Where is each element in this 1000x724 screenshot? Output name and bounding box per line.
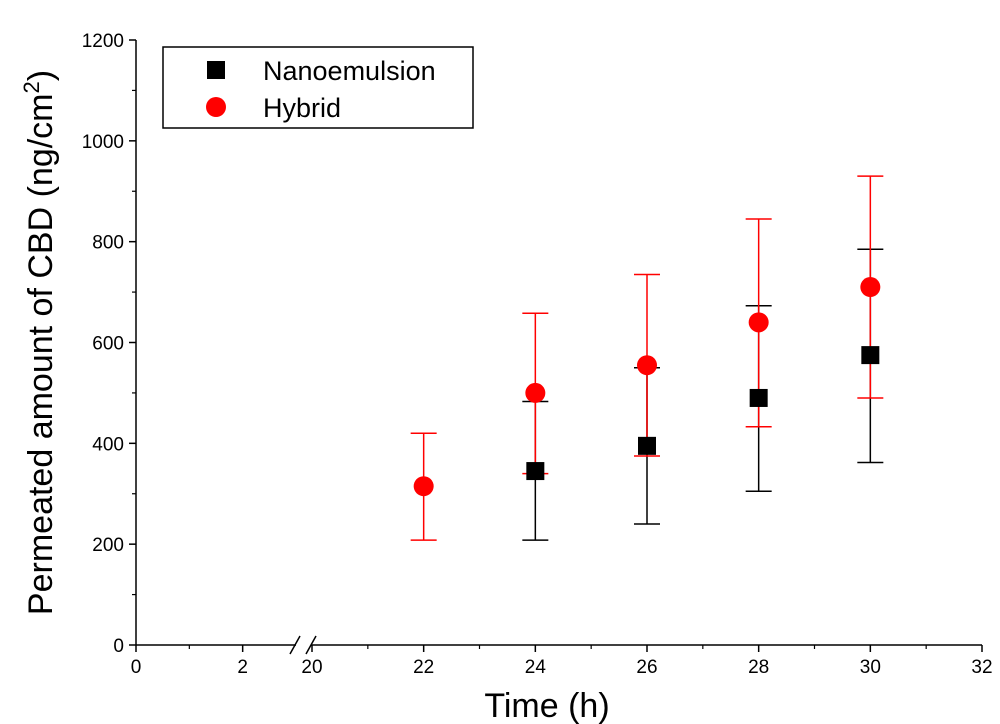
y-tick-label: 1000 <box>82 132 124 153</box>
ticks: 0 200 400 600 800 1000 1200 0 2 20 22 24 26 28 30 32 <box>82 31 993 678</box>
data-point-circle <box>748 312 769 333</box>
x-tick-label: 30 <box>860 657 881 678</box>
data-point-square <box>526 462 545 481</box>
data-point-square <box>638 436 656 455</box>
x-tick-label: 22 <box>413 657 434 678</box>
y-tick-label: 0 <box>113 636 124 657</box>
x-tick-label: 24 <box>525 657 547 678</box>
x-tick-label: 2 <box>237 657 248 678</box>
data-point-circle <box>525 382 546 403</box>
y-tick-label: 600 <box>92 334 124 355</box>
axis-break-mark <box>305 635 317 655</box>
data-point-square <box>861 346 880 365</box>
data-point-circle <box>637 355 657 376</box>
x-tick-label: 32 <box>971 657 992 678</box>
axis-break-mark <box>289 635 301 655</box>
y-tick-label: 400 <box>92 434 124 455</box>
legend-label: Nanoemulsion <box>263 56 436 86</box>
x-tick-label: 0 <box>131 657 142 678</box>
y-axis-title-end: ) <box>22 70 60 81</box>
y-axis-title-main: Permeated amount of CBD (ng/cm <box>22 94 60 616</box>
legend-marker-square <box>207 61 225 79</box>
y-tick-label: 1200 <box>82 31 124 52</box>
y-axis-title-superscript: 2 <box>19 81 44 93</box>
x-tick-label: 28 <box>748 657 769 678</box>
y-axis-title: Permeated amount of CBD (ng/cm2) <box>19 70 60 615</box>
legend: Nanoemulsion Hybrid <box>162 46 474 129</box>
y-tick-label: 800 <box>92 233 124 254</box>
x-tick-label: 26 <box>636 657 657 678</box>
data-point-square <box>749 388 768 407</box>
x-axis-title: Time (h) <box>484 687 609 724</box>
markers <box>413 277 881 497</box>
legend-label: Hybrid <box>263 93 341 123</box>
data-point-circle <box>413 476 434 497</box>
data-point-circle <box>860 277 881 298</box>
x-tick-label: 20 <box>301 657 322 678</box>
axes <box>135 40 982 655</box>
legend-marker-circle <box>206 97 226 117</box>
y-tick-label: 200 <box>92 535 124 556</box>
